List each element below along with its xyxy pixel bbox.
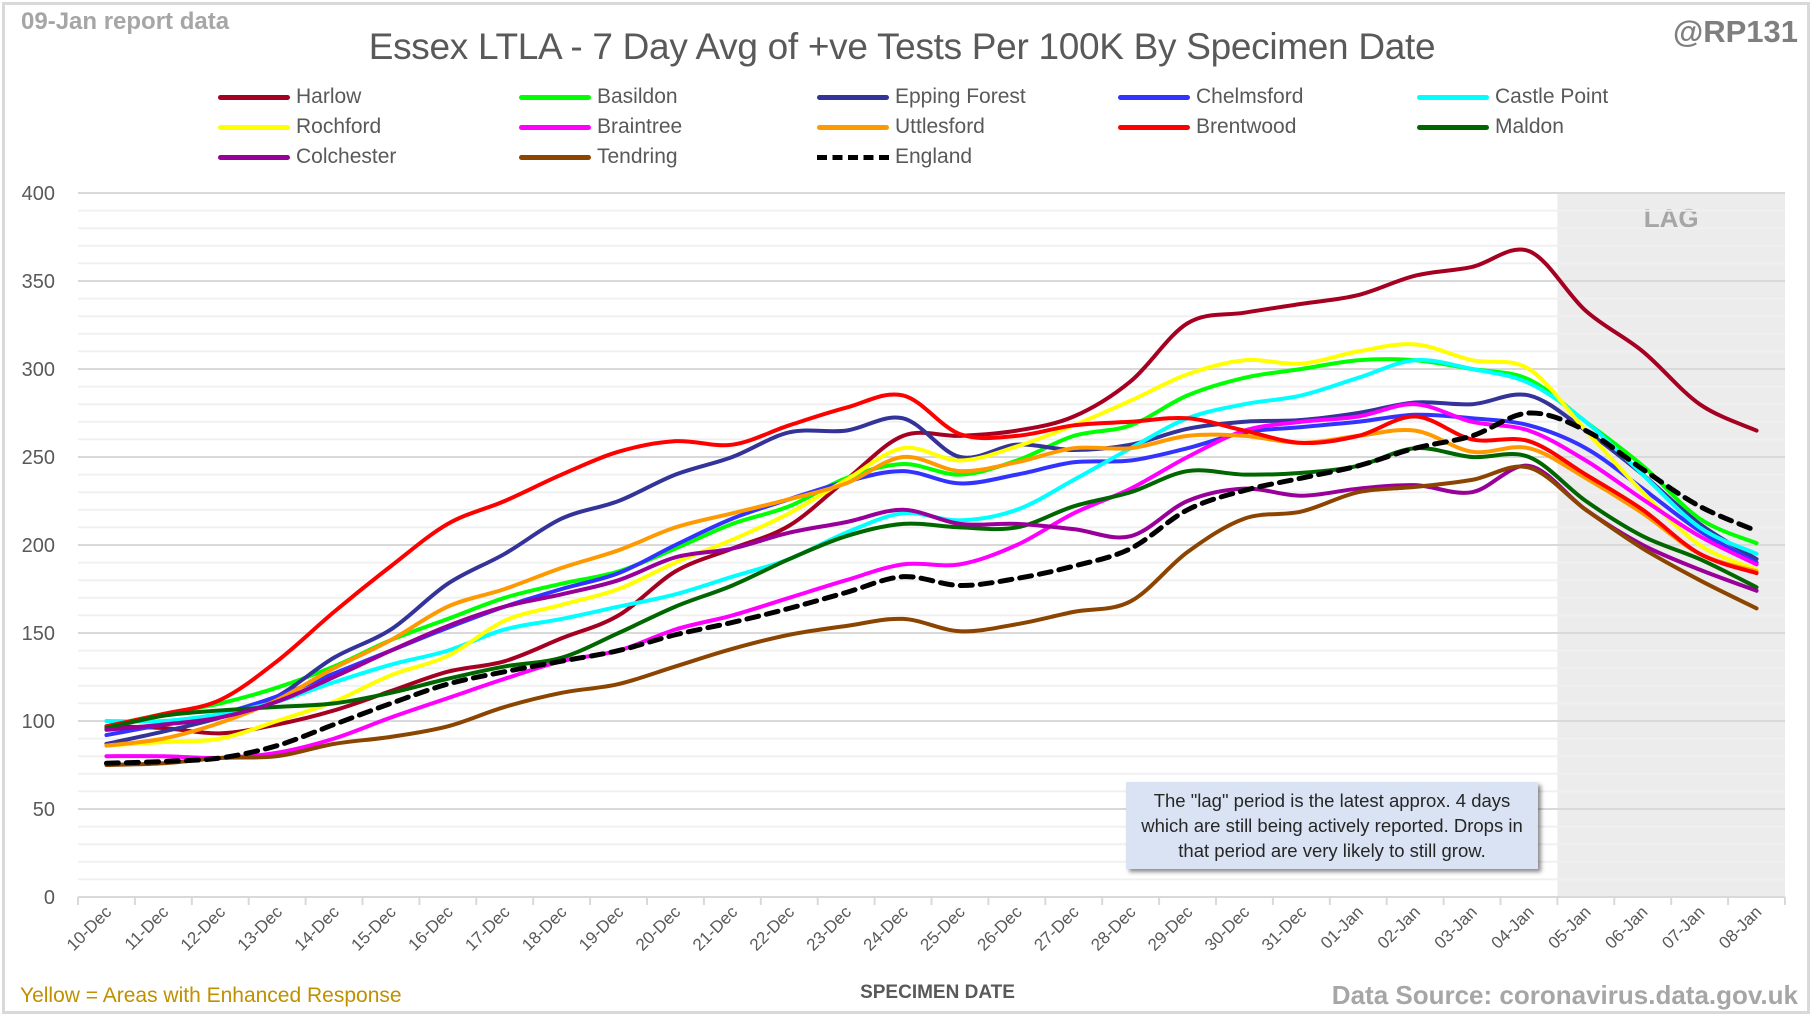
legend-label: Maldon xyxy=(1495,115,1564,138)
legend-item-brentwood: Brentwood xyxy=(1118,114,1296,140)
footnote-enhanced-response: Yellow = Areas with Enhanced Response xyxy=(20,984,402,1007)
legend-label: Basildon xyxy=(597,85,678,108)
x-tick-label: 05-Jan xyxy=(1544,902,1594,952)
legend-label: Rochford xyxy=(296,115,382,138)
chart-title: Essex LTLA - 7 Day Avg of +ve Tests Per … xyxy=(368,26,1436,67)
x-tick-label: 19-Dec xyxy=(575,902,628,955)
x-tick-label: 15-Dec xyxy=(348,902,401,955)
x-tick-label: 08-Jan xyxy=(1715,902,1765,952)
legend-swatch xyxy=(519,124,591,130)
y-tick-label: 250 xyxy=(22,447,55,469)
y-tick-label: 200 xyxy=(22,535,55,557)
legend-item-harlow: Harlow xyxy=(218,84,361,110)
legend-swatch xyxy=(519,94,591,100)
y-tick-label: 400 xyxy=(22,183,55,205)
legend-label: Tendring xyxy=(597,145,678,168)
x-tick-label: 01-Jan xyxy=(1317,902,1367,952)
legend-item-braintree: Braintree xyxy=(519,114,682,140)
legend-swatch xyxy=(218,154,290,160)
x-tick-label: 30-Dec xyxy=(1201,902,1254,955)
x-tick-label: 17-Dec xyxy=(461,902,514,955)
x-tick-label: 02-Jan xyxy=(1374,902,1424,952)
x-tick-label: 10-Dec xyxy=(63,902,116,955)
x-tick-label: 12-Dec xyxy=(177,902,230,955)
series-line-uttlesford xyxy=(104,427,1759,748)
x-tick-label: 06-Jan xyxy=(1601,902,1651,952)
x-tick-label: 18-Dec xyxy=(518,902,571,955)
x-tick-label: 21-Dec xyxy=(689,902,742,955)
lag-annotation: The "lag" period is the latest approx. 4… xyxy=(1126,782,1538,869)
series-line-tendring xyxy=(104,464,1759,767)
legend-label: Brentwood xyxy=(1196,115,1297,138)
x-tick-label: 25-Dec xyxy=(917,902,970,955)
legend-item-castle-point: Castle Point xyxy=(1417,84,1608,110)
x-axis-title: SPECIMEN DATE xyxy=(860,982,1015,1003)
series-line-epping-forest xyxy=(104,392,1759,746)
y-tick-label: 0 xyxy=(44,887,55,909)
series-line-brentwood xyxy=(104,392,1759,729)
legend-swatch xyxy=(817,154,889,160)
y-tick-label: 100 xyxy=(22,711,55,733)
series-line-rochford xyxy=(104,342,1759,748)
x-tick-label: 13-Dec xyxy=(234,902,287,955)
x-tick-label: 26-Dec xyxy=(973,902,1026,955)
series-line-maldon xyxy=(104,446,1759,731)
gridlines xyxy=(78,192,1785,898)
legend-item-basildon: Basildon xyxy=(519,84,678,110)
legend-swatch xyxy=(1118,124,1190,130)
legend-label: Epping Forest xyxy=(895,85,1026,108)
x-tick-label: 16-Dec xyxy=(404,902,457,955)
x-tick-label: 20-Dec xyxy=(632,902,685,955)
legend-item-tendring: Tendring xyxy=(519,144,678,170)
legend-label: Chelmsford xyxy=(1196,85,1304,108)
legend-item-maldon: Maldon xyxy=(1417,114,1564,140)
legend-swatch xyxy=(817,124,889,130)
legend-item-epping-forest: Epping Forest xyxy=(817,84,1026,110)
x-tick-label: 29-Dec xyxy=(1144,902,1197,955)
y-tick-label: 50 xyxy=(33,799,55,821)
legend-swatch xyxy=(218,94,290,100)
x-tick-label: 22-Dec xyxy=(746,902,799,955)
x-tick-label: 23-Dec xyxy=(803,902,856,955)
y-tick-label: 150 xyxy=(22,623,55,645)
report-date: 09-Jan report data xyxy=(21,8,230,35)
x-tick-label: 14-Dec xyxy=(291,902,344,955)
legend-item-uttlesford: Uttlesford xyxy=(817,114,985,140)
x-tick-label: 24-Dec xyxy=(860,902,913,955)
series-lines xyxy=(103,247,1760,767)
legend-item-chelmsford: Chelmsford xyxy=(1118,84,1303,110)
x-tick-label: 07-Jan xyxy=(1658,902,1708,952)
legend-label: Uttlesford xyxy=(895,115,985,138)
legend-item-england: England xyxy=(817,144,972,170)
data-source: Data Source: coronavirus.data.gov.uk xyxy=(1331,980,1798,1010)
series-line-castle-point xyxy=(104,358,1759,724)
y-tick-label: 350 xyxy=(22,271,55,293)
legend-label: Colchester xyxy=(296,145,397,168)
legend-item-colchester: Colchester xyxy=(218,144,396,170)
series-line-colchester xyxy=(104,463,1759,732)
legend-swatch xyxy=(1417,94,1489,100)
y-tick-label: 300 xyxy=(22,359,55,381)
legend-label: England xyxy=(895,145,973,168)
x-tick-label: 03-Jan xyxy=(1431,902,1481,952)
legend-swatch xyxy=(1417,124,1489,130)
legend-swatch xyxy=(1118,94,1190,100)
legend-label: Harlow xyxy=(296,85,362,108)
x-tick-label: 04-Jan xyxy=(1488,902,1538,952)
legend-swatch xyxy=(817,94,889,100)
legend-item-rochford: Rochford xyxy=(218,114,381,140)
series-line-england xyxy=(103,410,1760,766)
x-tick-label: 27-Dec xyxy=(1030,902,1083,955)
legend-swatch xyxy=(218,124,290,130)
x-tick-label: 28-Dec xyxy=(1087,902,1140,955)
legend-label: Castle Point xyxy=(1495,85,1609,108)
author-handle: @RP131 xyxy=(1672,14,1798,49)
x-tick-label: 11-Dec xyxy=(121,902,173,954)
legend-swatch xyxy=(519,154,591,160)
legend-label: Braintree xyxy=(597,115,683,138)
x-tick-label: 31-Dec xyxy=(1258,902,1311,955)
